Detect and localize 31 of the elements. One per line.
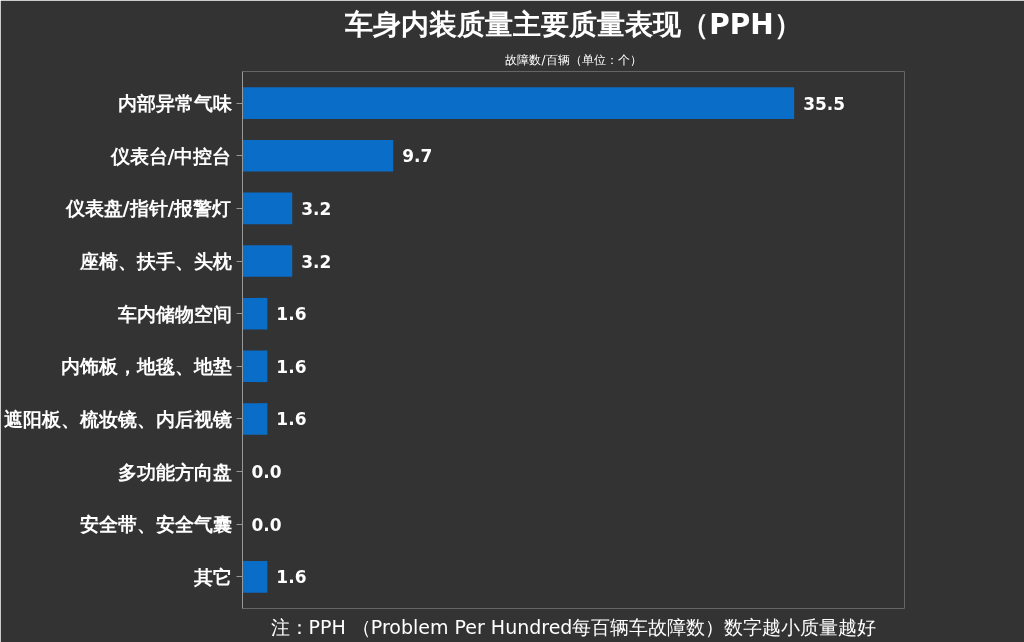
data-label: 3.2 xyxy=(301,198,332,219)
data-label: 35.5 xyxy=(803,93,846,114)
y-tick-label: 内饰板，地毯、地垫 xyxy=(60,355,232,378)
data-label: 3.2 xyxy=(301,251,332,272)
bar xyxy=(242,561,268,593)
bar xyxy=(242,139,394,172)
chart-title: 车身内装质量主要质量表现（PPH） xyxy=(344,7,802,41)
data-label: 1.6 xyxy=(276,356,307,377)
bar xyxy=(242,403,268,435)
y-tick-label: 座椅、扶手、头枕 xyxy=(78,250,232,273)
y-tick-label: 安全带、安全气囊 xyxy=(79,513,232,536)
text: 注：PPH （Problem Per Hundred每百辆车故障数）数字越小质量越好 xyxy=(270,615,877,638)
y-tick-label: 仪表台/中控台 xyxy=(109,144,232,167)
y-tick-label: 仪表盘/指针/报警灯 xyxy=(64,197,232,220)
data-label: 0.0 xyxy=(251,514,282,535)
chart-subtitle: 故障数/百辆（单位：个） xyxy=(505,52,642,67)
y-tick-label: 遮阳板、梳妆镜、内后视镜 xyxy=(3,407,232,430)
bar xyxy=(242,245,293,277)
y-tick-label: 车内储物空间 xyxy=(116,302,232,325)
bar xyxy=(242,87,795,119)
y-tick-label: 多功能方向盘 xyxy=(117,460,232,483)
data-label: 9.7 xyxy=(402,146,433,167)
y-tick-label: 内部异常气味 xyxy=(117,92,233,115)
data-label: 0.0 xyxy=(251,462,282,483)
bar xyxy=(242,192,293,225)
bar xyxy=(242,350,268,383)
bar xyxy=(242,297,268,330)
data-label: 1.6 xyxy=(276,304,307,325)
data-label: 1.6 xyxy=(276,409,307,430)
data-label: 1.6 xyxy=(276,567,307,588)
y-tick-label: 其它 xyxy=(192,565,232,588)
